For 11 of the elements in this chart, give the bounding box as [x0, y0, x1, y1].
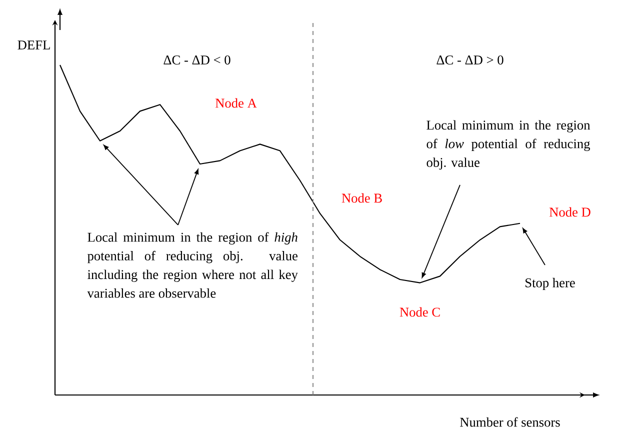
- text: ΔC - ΔD > 0: [436, 55, 504, 64]
- text: ΔC - ΔD < 0: [164, 55, 230, 64]
- text: Node D: [549, 207, 590, 217]
- annotation: Node A: [215, 98, 257, 108]
- annotation: Stop here: [526, 278, 575, 290]
- annotation: Local minimum in the region of low potential of reducing obj. value: [426, 120, 590, 170]
- annotation: Local minimum in the region of high potential of reducing obj. value including the region where not all key variables are observable: [87, 232, 298, 298]
- x-axis-title: Number of sensors: [460, 417, 560, 427]
- annotation: Node C: [400, 307, 440, 317]
- annotation: Node B: [342, 193, 382, 203]
- y-axis-title: DEFL: [18, 40, 50, 50]
